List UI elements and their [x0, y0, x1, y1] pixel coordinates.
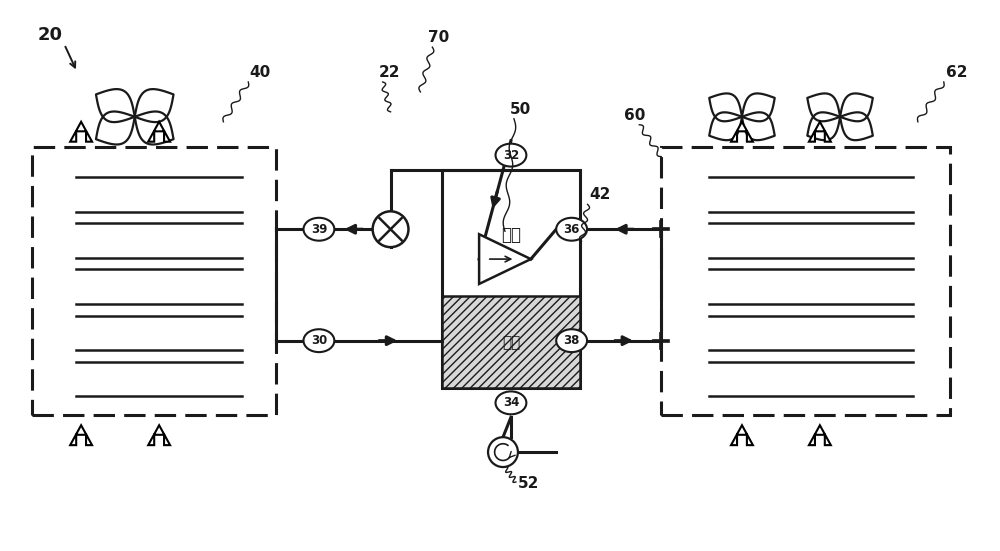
- Polygon shape: [135, 89, 174, 122]
- Text: 70: 70: [428, 30, 450, 45]
- Text: 34: 34: [503, 396, 519, 409]
- Polygon shape: [96, 89, 135, 122]
- Polygon shape: [840, 112, 873, 140]
- Text: 32: 32: [503, 149, 519, 161]
- Ellipse shape: [496, 391, 526, 414]
- Text: 60: 60: [624, 108, 646, 123]
- Ellipse shape: [556, 329, 587, 352]
- Polygon shape: [807, 112, 840, 140]
- Text: 62: 62: [946, 65, 967, 80]
- Text: 39: 39: [311, 223, 327, 236]
- Polygon shape: [479, 234, 531, 284]
- Polygon shape: [809, 122, 831, 142]
- Text: 22: 22: [379, 65, 400, 80]
- Polygon shape: [809, 425, 831, 445]
- Polygon shape: [709, 94, 742, 121]
- Polygon shape: [742, 112, 775, 140]
- Text: 38: 38: [563, 334, 580, 347]
- Polygon shape: [731, 425, 753, 445]
- Text: 40: 40: [249, 65, 271, 80]
- Text: 50: 50: [510, 102, 531, 117]
- Text: 36: 36: [563, 223, 580, 236]
- Bar: [442, 296, 580, 388]
- Text: 52: 52: [518, 476, 539, 491]
- Text: 42: 42: [590, 187, 611, 202]
- Polygon shape: [70, 425, 92, 445]
- Ellipse shape: [556, 218, 587, 241]
- Bar: [661, 147, 950, 415]
- Ellipse shape: [303, 218, 334, 241]
- Polygon shape: [731, 122, 753, 142]
- Text: 30: 30: [311, 334, 327, 347]
- Ellipse shape: [303, 329, 334, 352]
- Polygon shape: [135, 111, 174, 144]
- Text: 20: 20: [37, 26, 62, 44]
- Polygon shape: [148, 122, 170, 142]
- Bar: [32, 147, 276, 415]
- Circle shape: [488, 437, 518, 467]
- Text: 液体: 液体: [502, 335, 520, 350]
- Polygon shape: [148, 425, 170, 445]
- Circle shape: [373, 212, 408, 247]
- Polygon shape: [742, 94, 775, 121]
- Polygon shape: [807, 94, 840, 121]
- Bar: [442, 170, 580, 388]
- Polygon shape: [709, 112, 742, 140]
- Ellipse shape: [496, 144, 526, 166]
- Polygon shape: [70, 122, 92, 142]
- Text: 蔭汽: 蔭汽: [501, 226, 521, 244]
- Polygon shape: [96, 111, 135, 144]
- Polygon shape: [840, 94, 873, 121]
